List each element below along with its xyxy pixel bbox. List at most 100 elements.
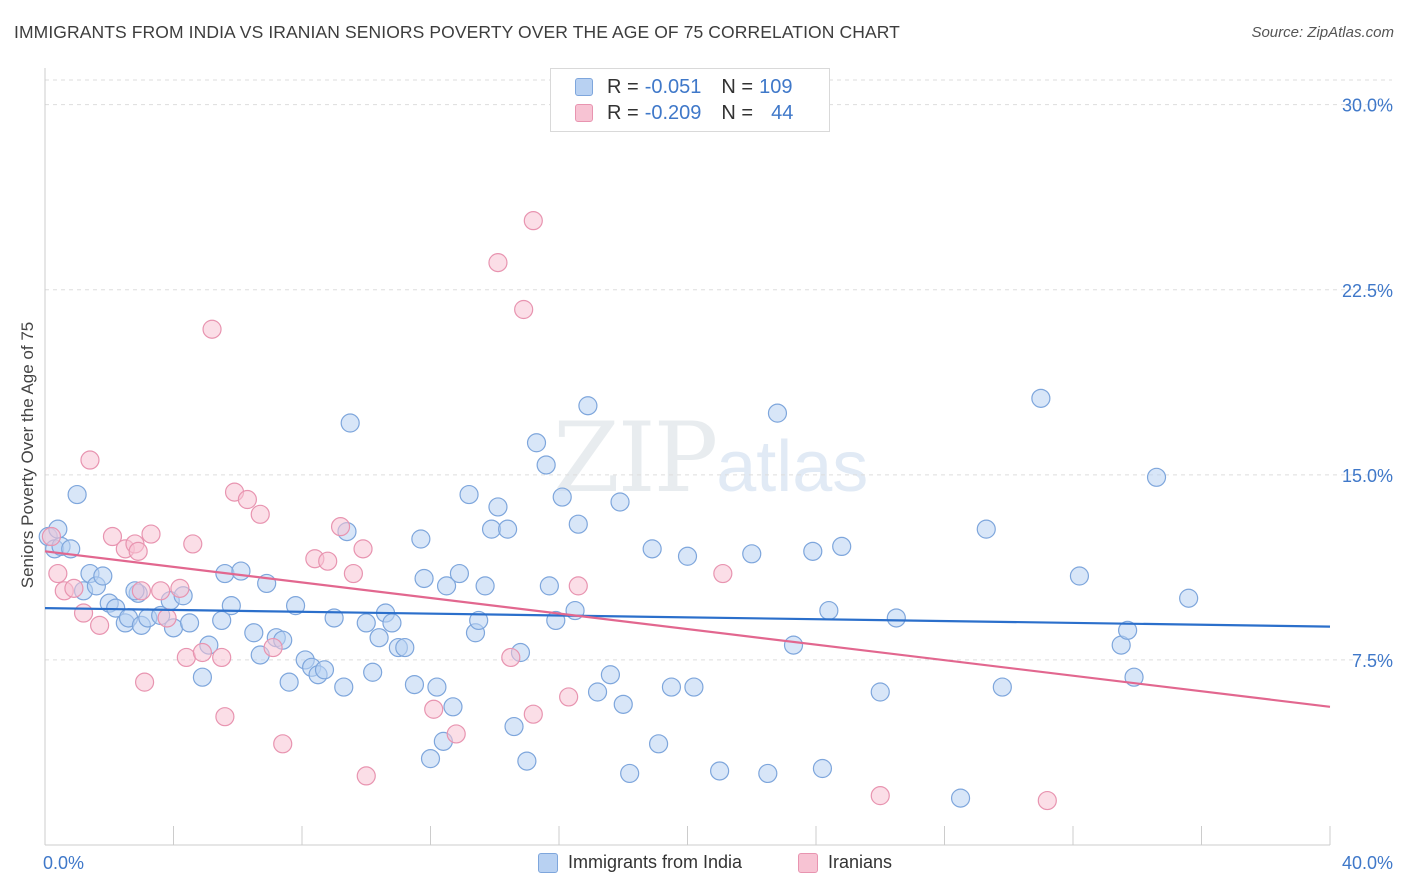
legend-n-value: 109 — [759, 75, 793, 98]
data-point-india — [363, 662, 383, 682]
data-point-india — [742, 544, 762, 564]
data-point-iranian — [343, 563, 363, 584]
data-point-iranian — [713, 563, 733, 584]
data-point-iranian — [48, 563, 68, 584]
series-legend-iranians: Iranians — [798, 852, 892, 873]
data-point-iranian — [151, 581, 171, 601]
data-point-india — [414, 568, 434, 589]
data-point-iranian — [90, 615, 110, 635]
data-point-iranian — [215, 707, 235, 727]
data-point-india — [498, 519, 518, 539]
y-tick-label: 15.0% — [1342, 466, 1393, 486]
x-tick-label: 0.0% — [43, 853, 84, 873]
data-point-iranian — [183, 534, 203, 554]
data-point-india — [192, 667, 213, 687]
series-legend-india: Immigrants from India — [538, 852, 742, 873]
data-point-india — [324, 608, 344, 628]
data-point-india — [1179, 588, 1199, 608]
data-point-iranian — [523, 704, 543, 724]
series-label-india: Immigrants from India — [568, 852, 743, 872]
data-point-india — [610, 492, 630, 512]
data-point-iranian — [501, 647, 521, 668]
data-point-india — [832, 536, 852, 557]
data-point-india — [642, 539, 662, 559]
data-point-iranian — [488, 253, 508, 273]
data-point-india — [427, 677, 447, 697]
data-point-india — [93, 566, 113, 586]
data-point-iranian — [192, 642, 213, 663]
data-point-iranian — [202, 319, 222, 339]
data-point-india — [356, 613, 376, 633]
data-point-iranian — [64, 578, 84, 598]
data-point-india — [710, 761, 730, 781]
series-swatch-iranians — [798, 852, 818, 873]
data-point-india — [395, 637, 415, 658]
data-point-india — [436, 576, 457, 596]
data-point-iranian — [128, 541, 148, 561]
data-point-india — [443, 697, 463, 717]
data-point-iranian — [446, 724, 466, 744]
source-label: Source: ZipAtlas.com — [1251, 24, 1394, 41]
data-point-india — [803, 541, 823, 561]
data-point-iranian — [80, 450, 100, 470]
data-point-india — [613, 694, 633, 714]
data-point-india — [552, 487, 572, 507]
data-point-india — [1069, 566, 1090, 586]
data-point-iranian — [141, 524, 161, 544]
data-point-india — [179, 613, 200, 633]
data-point-iranian — [330, 517, 351, 537]
data-point-india — [536, 455, 556, 475]
legend-n-label: N = — [721, 101, 754, 124]
legend-r-value: -0.051 — [644, 75, 702, 98]
data-point-india — [870, 682, 890, 702]
data-point-india — [382, 613, 402, 633]
data-point-india — [420, 749, 441, 769]
data-point-india — [976, 519, 996, 539]
data-point-india — [526, 433, 547, 453]
data-point-iranian — [523, 211, 543, 231]
data-point-india — [469, 610, 489, 631]
y-tick-label: 30.0% — [1342, 96, 1393, 116]
data-point-india — [459, 484, 479, 505]
data-point-india — [661, 677, 682, 697]
data-point-iranian — [73, 603, 94, 623]
data-point-iranian — [170, 578, 190, 598]
data-point-india — [285, 596, 306, 616]
data-point-india — [504, 716, 524, 737]
legend-row-iranians: R = -0.209 N = 44 — [575, 100, 793, 126]
data-point-india — [568, 514, 588, 534]
trend-line-india — [44, 606, 1331, 628]
data-point-india — [369, 628, 389, 648]
data-point-iranian — [212, 647, 232, 668]
series-swatch-india — [538, 852, 558, 873]
data-point-iranian — [273, 734, 293, 754]
data-point-india — [812, 758, 833, 779]
data-point-india — [334, 677, 354, 697]
data-point-india — [539, 576, 559, 596]
y-tick-label: 7.5% — [1352, 651, 1393, 671]
data-point-india — [449, 563, 470, 584]
data-point-india — [231, 561, 251, 581]
series-legend: Immigrants from India Iranians — [0, 852, 1406, 876]
data-point-india — [677, 546, 698, 566]
data-point-india — [411, 529, 431, 549]
legend-r-value: -0.209 — [644, 101, 702, 124]
legend-swatch-india — [575, 78, 593, 96]
legend-n-value: 44 — [771, 101, 794, 124]
data-point-iranian — [514, 299, 534, 320]
data-point-india — [404, 674, 425, 695]
data-point-iranian — [263, 637, 283, 658]
data-point-india — [279, 672, 299, 692]
watermark-zip: ZIP — [553, 402, 718, 514]
data-point-india — [517, 751, 537, 771]
data-point-india — [819, 600, 839, 621]
data-point-iranian — [568, 576, 588, 596]
data-point-india — [886, 608, 906, 628]
data-point-india — [1146, 467, 1167, 487]
data-point-iranian — [176, 647, 196, 668]
data-point-iranian — [131, 581, 151, 601]
watermark-atlas: atlas — [716, 427, 869, 507]
data-point-india — [758, 763, 778, 784]
data-point-iranian — [356, 766, 376, 786]
